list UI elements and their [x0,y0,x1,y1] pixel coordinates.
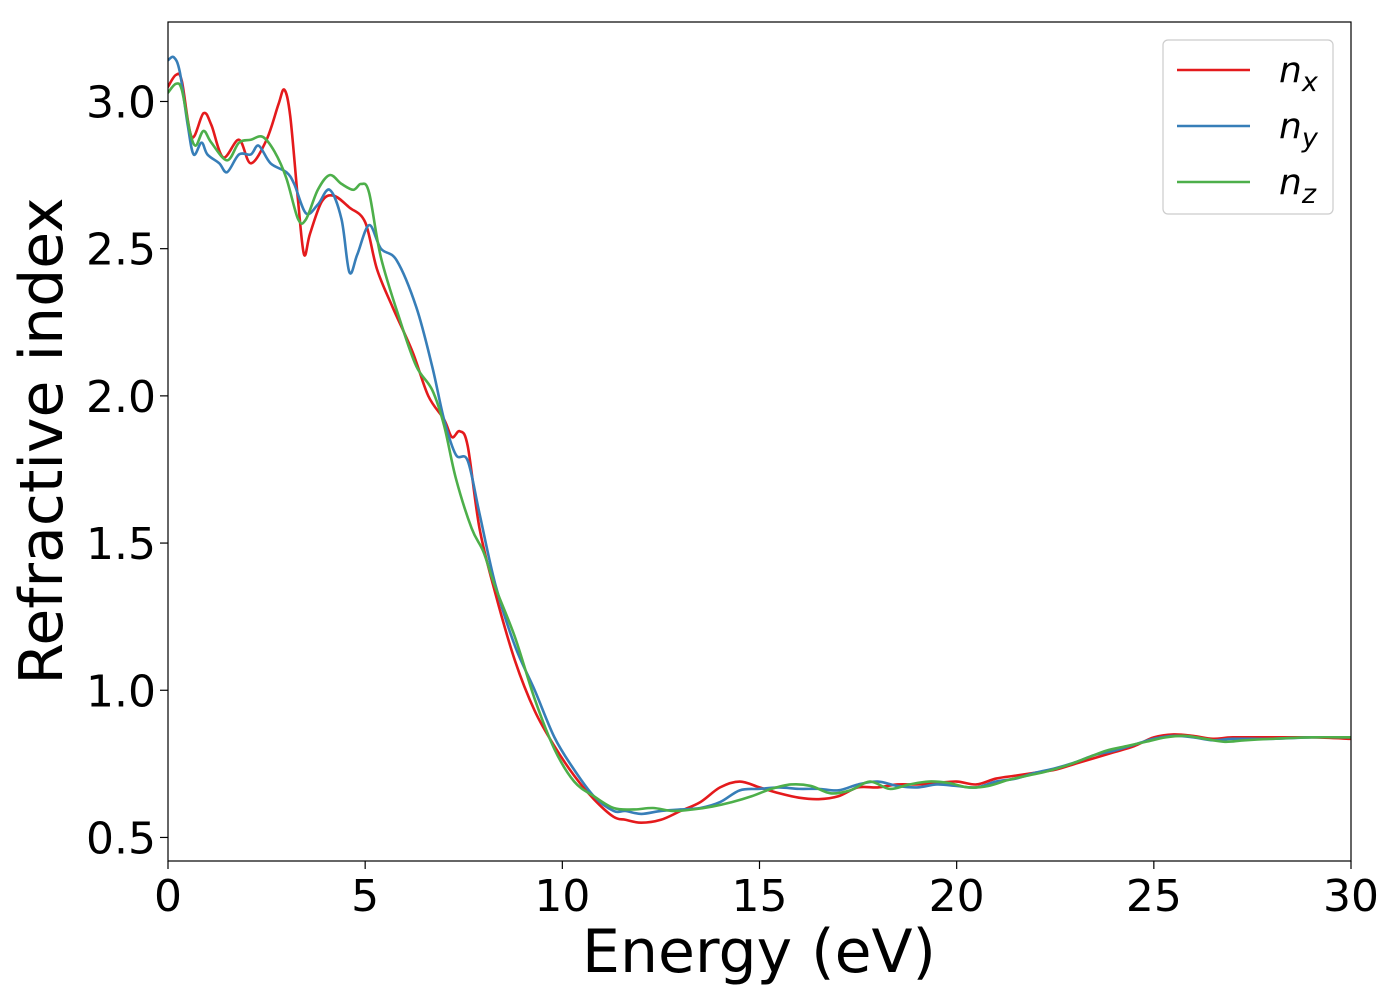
x-tick-label: 10 [534,871,590,922]
legend-label-ny: ny [1279,106,1319,154]
x-tick-label: 20 [929,871,985,922]
y-axis-title: Refractive index [7,197,77,684]
y-tick-label: 0.5 [86,813,156,864]
series-line-nz [168,82,1351,813]
x-tick-label: 25 [1126,871,1182,922]
y-tick-label: 1.0 [86,666,156,717]
series-layer [168,55,1351,825]
y-tick-label: 2.5 [86,225,156,276]
x-axis: 0 5 10 15 20 25 30 [154,861,1379,922]
x-tick-label: 5 [351,871,379,922]
y-axis: 0.5 1.0 1.5 2.0 2.5 3.0 [86,77,168,864]
x-tick-label: 0 [154,871,182,922]
y-tick-label: 3.0 [86,77,156,128]
x-tick-label: 30 [1323,871,1379,922]
legend: nx ny nz [1162,39,1334,215]
legend-label-nz: nz [1279,162,1317,210]
x-tick-label: 15 [732,871,788,922]
legend-label-nx: nx [1279,50,1319,98]
x-axis-title: Energy (eV) [582,917,936,987]
y-tick-label: 2.0 [86,372,156,423]
y-tick-label: 1.5 [86,519,156,570]
